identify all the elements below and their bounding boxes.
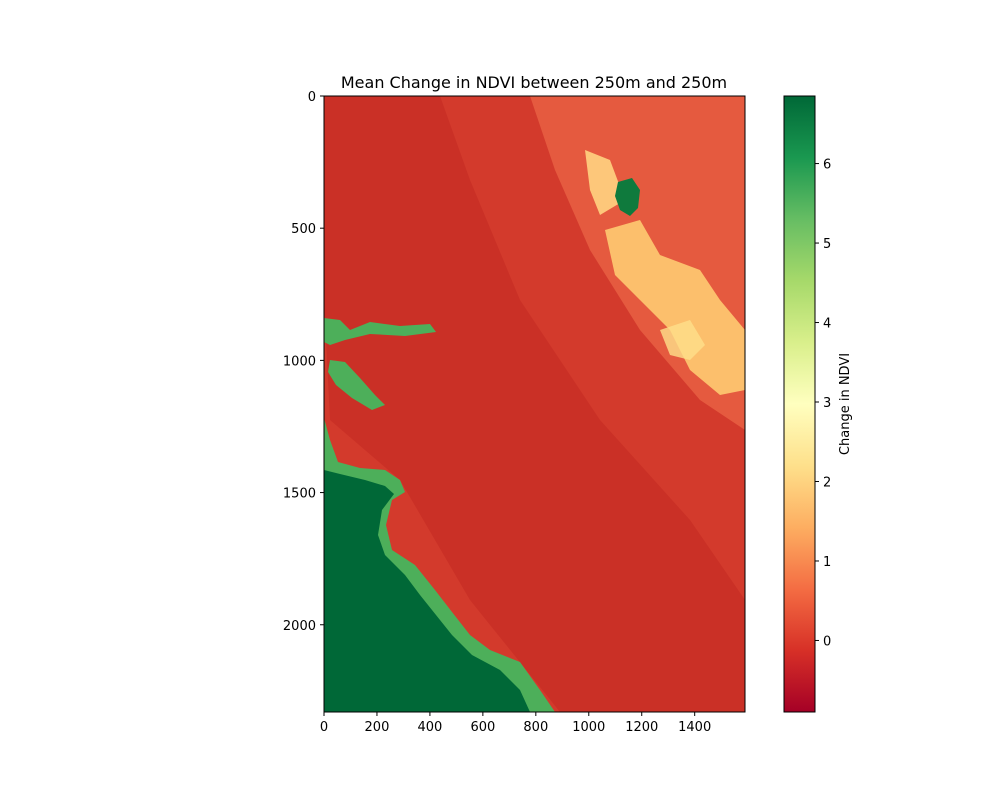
map-region-ocean: [324, 470, 530, 712]
y-tick-label: 1000: [283, 354, 316, 369]
x-tick-label: 200: [365, 720, 390, 735]
plot-frame: [323, 95, 746, 713]
x-axis: 0 200 400 600 800 1000 1200 1400: [320, 712, 711, 735]
y-tick-label: 500: [291, 222, 316, 237]
chart-title: Mean Change in NDVI between 250m and 250…: [341, 73, 727, 92]
ndvi-map: [324, 96, 745, 712]
colorbar-tick-label: 0: [823, 634, 831, 649]
colorbar-tick-label: 5: [823, 237, 831, 252]
x-tick-label: 1200: [625, 720, 658, 735]
map-region-bay: [324, 318, 436, 345]
x-tick-label: 0: [320, 720, 328, 735]
colorbar-label: Change in NDVI: [838, 353, 853, 455]
x-tick-label: 600: [470, 720, 495, 735]
y-tick-label: 0: [308, 90, 316, 105]
colorbar-tick-label: 2: [823, 475, 831, 490]
y-axis: 0 500 1000 1500 2000: [283, 90, 324, 634]
map-region-lagoon: [328, 360, 385, 410]
colorbar-tick-label: 3: [823, 396, 831, 411]
map-region-lake-north: [615, 178, 640, 216]
map-region-highland-c: [660, 320, 705, 360]
colorbar-tick-label: 6: [823, 158, 831, 173]
y-tick-label: 2000: [283, 619, 316, 634]
map-region-highland-a: [585, 150, 625, 215]
map-region-inland-darker: [324, 96, 745, 712]
colorbar: [783, 95, 816, 713]
colorbar-axis: 0 1 2 3 4 5 6: [815, 158, 831, 649]
x-tick-label: 1400: [678, 720, 711, 735]
map-region-highland-b: [605, 220, 745, 395]
colorbar-tick-label: 4: [823, 317, 831, 332]
x-tick-label: 400: [417, 720, 442, 735]
x-tick-label: 800: [523, 720, 548, 735]
y-tick-label: 1500: [283, 487, 316, 502]
x-tick-label: 1000: [572, 720, 605, 735]
colorbar-tick-label: 1: [823, 555, 831, 570]
